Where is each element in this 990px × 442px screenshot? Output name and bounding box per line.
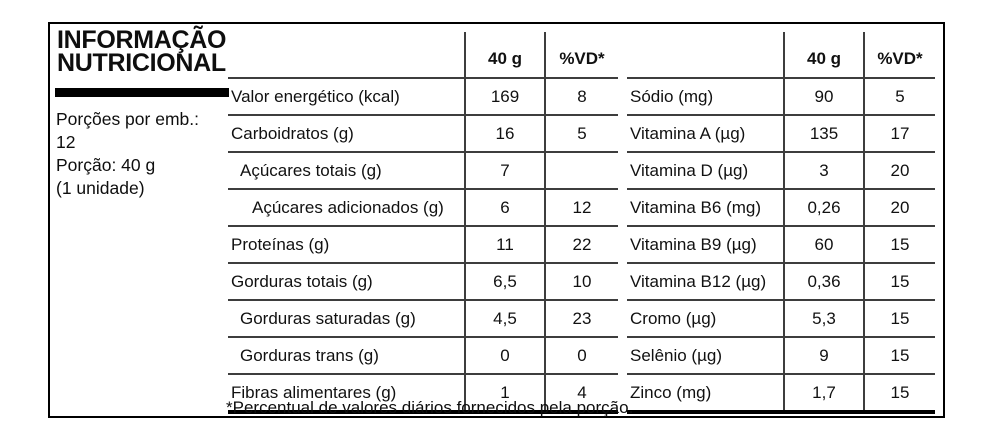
table-header-row: 40 g %VD*	[228, 32, 618, 77]
row-label: Açúcares adicionados (g)	[252, 197, 444, 217]
row-amount: 9	[783, 338, 863, 373]
servings-per-package-label: Porções por emb.:	[56, 109, 199, 129]
row-dv: 15	[863, 264, 935, 299]
row-amount: 135	[783, 116, 863, 151]
row-amount: 6	[464, 190, 544, 225]
table-row: Proteínas (g) 11 22	[228, 225, 618, 262]
row-label: Selênio (µg)	[630, 345, 723, 365]
table-row: Selênio (µg) 9 15	[627, 336, 935, 373]
table-row: Gorduras trans (g) 0 0	[228, 336, 618, 373]
portion-size: Porção: 40 g	[56, 155, 156, 175]
row-amount: 1,7	[783, 375, 863, 410]
servings-info: Porções por emb.: 12 Porção: 40 g (1 uni…	[56, 108, 199, 200]
row-dv: 22	[544, 227, 618, 262]
title-divider-bar	[55, 88, 229, 97]
row-amount: 6,5	[464, 264, 544, 299]
row-label: Açúcares totais (g)	[240, 160, 382, 180]
header-amount: 40 g	[783, 32, 863, 77]
row-label: Cromo (µg)	[630, 308, 717, 328]
row-label: Gorduras saturadas (g)	[240, 308, 416, 328]
row-dv: 5	[544, 116, 618, 151]
table-row: Açúcares adicionados (g) 6 12	[228, 188, 618, 225]
table-row: Gorduras saturadas (g) 4,5 23	[228, 299, 618, 336]
row-dv: 5	[863, 79, 935, 114]
row-amount: 90	[783, 79, 863, 114]
table-row: Açúcares totais (g) 7	[228, 151, 618, 188]
row-dv: 8	[544, 79, 618, 114]
row-amount: 5,3	[783, 301, 863, 336]
row-amount: 169	[464, 79, 544, 114]
row-label: Vitamina B9 (µg)	[630, 234, 757, 254]
nutrition-label: INFORMAÇÃO NUTRICIONAL Porções por emb.:…	[48, 22, 945, 418]
row-label: Fibras alimentares (g)	[231, 382, 397, 402]
table-row: Vitamina A (µg) 135 17	[627, 114, 935, 151]
row-amount: 4,5	[464, 301, 544, 336]
table-row: Cromo (µg) 5,3 15	[627, 299, 935, 336]
nutrient-table-left: 40 g %VD* Valor energético (kcal) 169 8 …	[228, 32, 618, 414]
table-row: Valor energético (kcal) 169 8	[228, 77, 618, 114]
table-header-row: 40 g %VD*	[627, 32, 935, 77]
row-dv: 12	[544, 190, 618, 225]
table-row: Carboidratos (g) 16 5	[228, 114, 618, 151]
row-label: Vitamina B12 (µg)	[630, 271, 767, 291]
row-label: Vitamina A (µg)	[630, 123, 746, 143]
row-amount: 0,36	[783, 264, 863, 299]
header-dv: %VD*	[863, 32, 935, 77]
table-row: Vitamina B9 (µg) 60 15	[627, 225, 935, 262]
table-row: Vitamina D (µg) 3 20	[627, 151, 935, 188]
row-label: Vitamina B6 (mg)	[630, 197, 762, 217]
row-amount: 0,26	[783, 190, 863, 225]
table-row: Vitamina B12 (µg) 0,36 15	[627, 262, 935, 299]
row-dv: 17	[863, 116, 935, 151]
row-dv: 20	[863, 190, 935, 225]
row-dv: 10	[544, 264, 618, 299]
row-label: Gorduras totais (g)	[231, 271, 373, 291]
row-dv: 4	[544, 375, 618, 410]
label-title-line2: NUTRICIONAL	[57, 49, 226, 77]
label-title-line1: INFORMAÇÃO	[57, 26, 227, 54]
row-label: Zinco (mg)	[630, 382, 712, 402]
row-amount: 0	[464, 338, 544, 373]
row-amount: 3	[783, 153, 863, 188]
row-amount: 11	[464, 227, 544, 262]
row-label: Proteínas (g)	[231, 234, 330, 254]
header-spacer	[228, 32, 464, 77]
row-label: Vitamina D (µg)	[630, 160, 749, 180]
portion-unit: (1 unidade)	[56, 178, 145, 198]
row-label: Gorduras trans (g)	[240, 345, 379, 365]
header-spacer	[627, 32, 783, 77]
row-dv: 15	[863, 338, 935, 373]
row-amount: 7	[464, 153, 544, 188]
row-dv: 15	[863, 301, 935, 336]
table-row: Sódio (mg) 90 5	[627, 77, 935, 114]
row-label: Valor energético (kcal)	[231, 86, 400, 106]
header-dv: %VD*	[544, 32, 618, 77]
row-amount: 16	[464, 116, 544, 151]
row-dv: 0	[544, 338, 618, 373]
servings-per-package-value: 12	[56, 132, 76, 152]
row-dv: 15	[863, 375, 935, 410]
table-row: Fibras alimentares (g) 1 4	[228, 373, 618, 410]
row-dv: 15	[863, 227, 935, 262]
header-amount: 40 g	[464, 32, 544, 77]
row-dv	[544, 153, 618, 188]
row-dv: 23	[544, 301, 618, 336]
table-row: Zinco (mg) 1,7 15	[627, 373, 935, 410]
table-row: Vitamina B6 (mg) 0,26 20	[627, 188, 935, 225]
row-amount: 60	[783, 227, 863, 262]
row-amount: 1	[464, 375, 544, 410]
daily-values-footnote: *Percentual de valores diários fornecido…	[226, 398, 634, 417]
row-dv: 20	[863, 153, 935, 188]
nutrient-table-right: 40 g %VD* Sódio (mg) 90 5 Vitamina A (µg…	[627, 32, 935, 414]
table-row: Gorduras totais (g) 6,5 10	[228, 262, 618, 299]
row-label: Carboidratos (g)	[231, 123, 354, 143]
row-label: Sódio (mg)	[630, 86, 714, 106]
label-title: INFORMAÇÃO NUTRICIONAL	[57, 26, 227, 77]
